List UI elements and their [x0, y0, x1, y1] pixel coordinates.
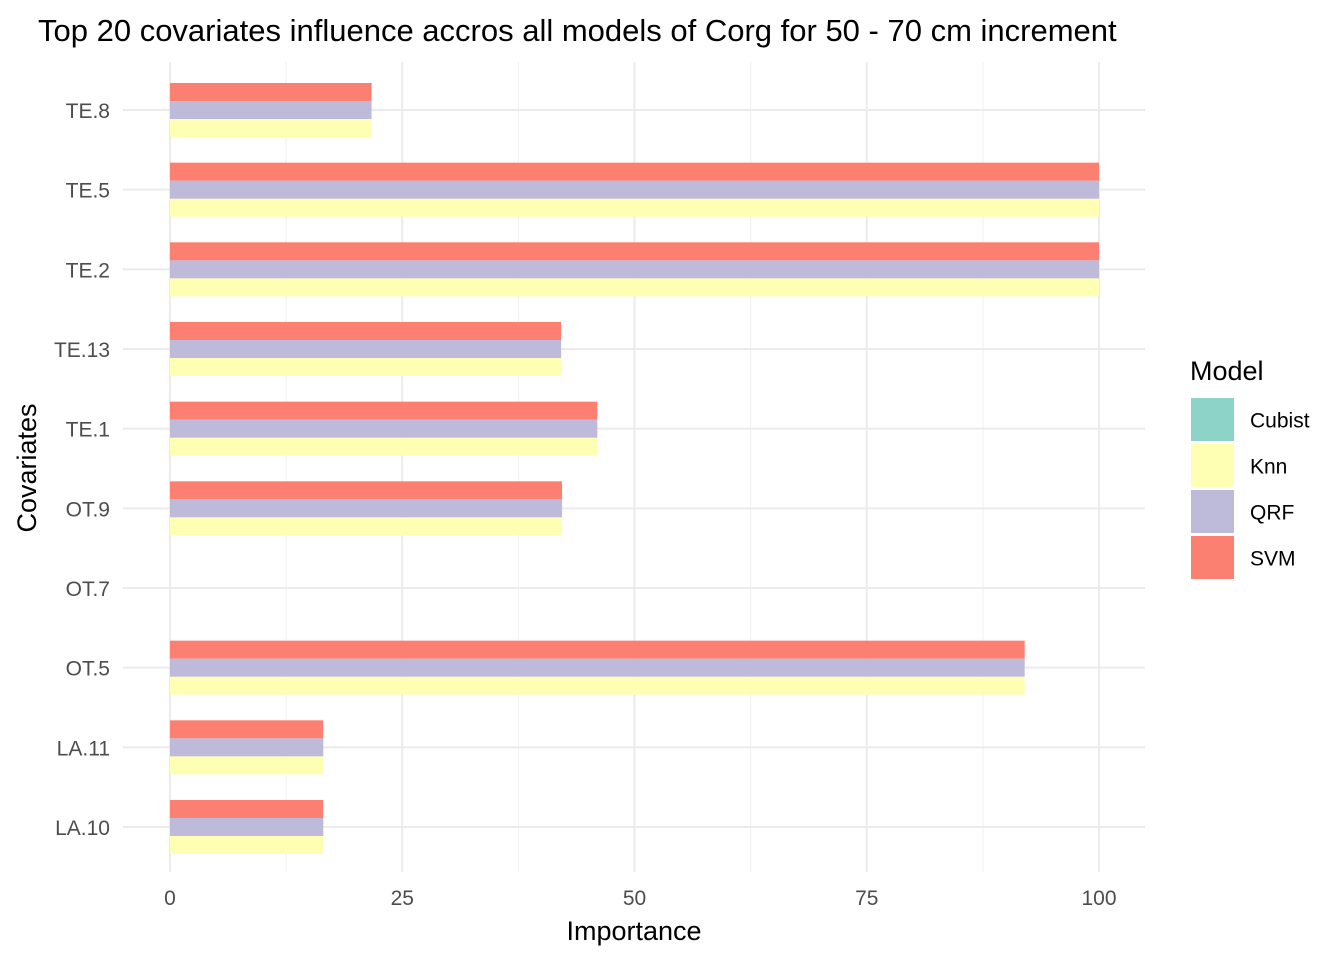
bar-svm-ot-5: [170, 640, 1025, 659]
legend-key-svm: [1191, 536, 1234, 579]
bar-qrf-te-1: [170, 419, 598, 438]
chart-title: Top 20 covariates influence accros all m…: [38, 13, 1117, 48]
y-tick-label: OT.9: [66, 498, 110, 521]
bar-svm-te-5: [170, 162, 1099, 181]
bar-svm-te-1: [170, 401, 598, 420]
y-tick-label: LA.10: [55, 817, 110, 840]
y-tick-label: OT.7: [66, 578, 110, 601]
x-tick-label: 100: [1081, 887, 1116, 910]
bar-qrf-ot-9: [170, 499, 563, 518]
y-tick-label: TE.1: [66, 419, 110, 442]
bar-knn-te-5: [170, 198, 1099, 217]
y-axis-title: Covariates: [12, 403, 42, 532]
y-tick-label: TE.8: [66, 100, 110, 123]
x-tick-label: 50: [623, 887, 646, 910]
bar-svm-la-11: [170, 720, 324, 739]
legend-label-cubist: Cubist: [1250, 410, 1310, 433]
bar-qrf-te-13: [170, 340, 562, 358]
legend-title: Model: [1190, 356, 1264, 386]
bar-knn-ot-5: [170, 676, 1025, 695]
bar-svm-la-10: [170, 800, 324, 818]
legend-key-cubist: [1191, 398, 1234, 441]
bar-knn-te-1: [170, 437, 598, 456]
x-tick-label: 0: [164, 887, 176, 910]
y-tick-label: TE.5: [66, 180, 110, 203]
bar-knn-ot-9: [170, 517, 563, 536]
x-axis-title: Importance: [566, 916, 701, 946]
legend-label-svm: SVM: [1250, 548, 1296, 571]
y-tick-labels: LA.10 LA.11 OT.5 OT.7 OT.9 TE.1 TE.13 TE.2 TE.5 T…: [54, 100, 110, 840]
y-tick-label: OT.5: [66, 658, 110, 681]
legend: Model Cubist Knn QRF SVM: [1190, 356, 1310, 579]
bar-knn-la-11: [170, 756, 324, 775]
bar-svm-ot-9: [170, 481, 563, 500]
y-tick-label: TE.2: [66, 259, 110, 282]
x-tick-label: 25: [391, 887, 414, 910]
x-tick-label: 75: [855, 887, 878, 910]
bar-knn-te-2: [170, 278, 1099, 297]
bars: [170, 83, 1099, 854]
bar-knn-te-13: [170, 358, 562, 376]
bar-qrf-la-11: [170, 738, 324, 757]
bar-qrf-te-8: [170, 101, 372, 119]
legend-key-knn: [1191, 444, 1234, 487]
bar-qrf-ot-5: [170, 658, 1025, 677]
y-tick-label: TE.13: [54, 339, 110, 362]
bar-qrf-la-10: [170, 818, 324, 836]
y-tick-label: LA.11: [57, 737, 110, 760]
bar-svm-te-8: [170, 83, 372, 101]
bar-svm-te-13: [170, 322, 562, 340]
bar-svm-te-2: [170, 242, 1099, 261]
bar-qrf-te-5: [170, 180, 1099, 199]
x-tick-labels: 0 25 50 75 100: [164, 887, 1116, 910]
legend-label-knn: Knn: [1250, 456, 1287, 479]
legend-label-qrf: QRF: [1250, 502, 1294, 525]
bar-qrf-te-2: [170, 260, 1099, 279]
bar-knn-la-10: [170, 836, 324, 854]
bar-knn-te-8: [170, 119, 372, 137]
legend-key-qrf: [1191, 490, 1234, 533]
